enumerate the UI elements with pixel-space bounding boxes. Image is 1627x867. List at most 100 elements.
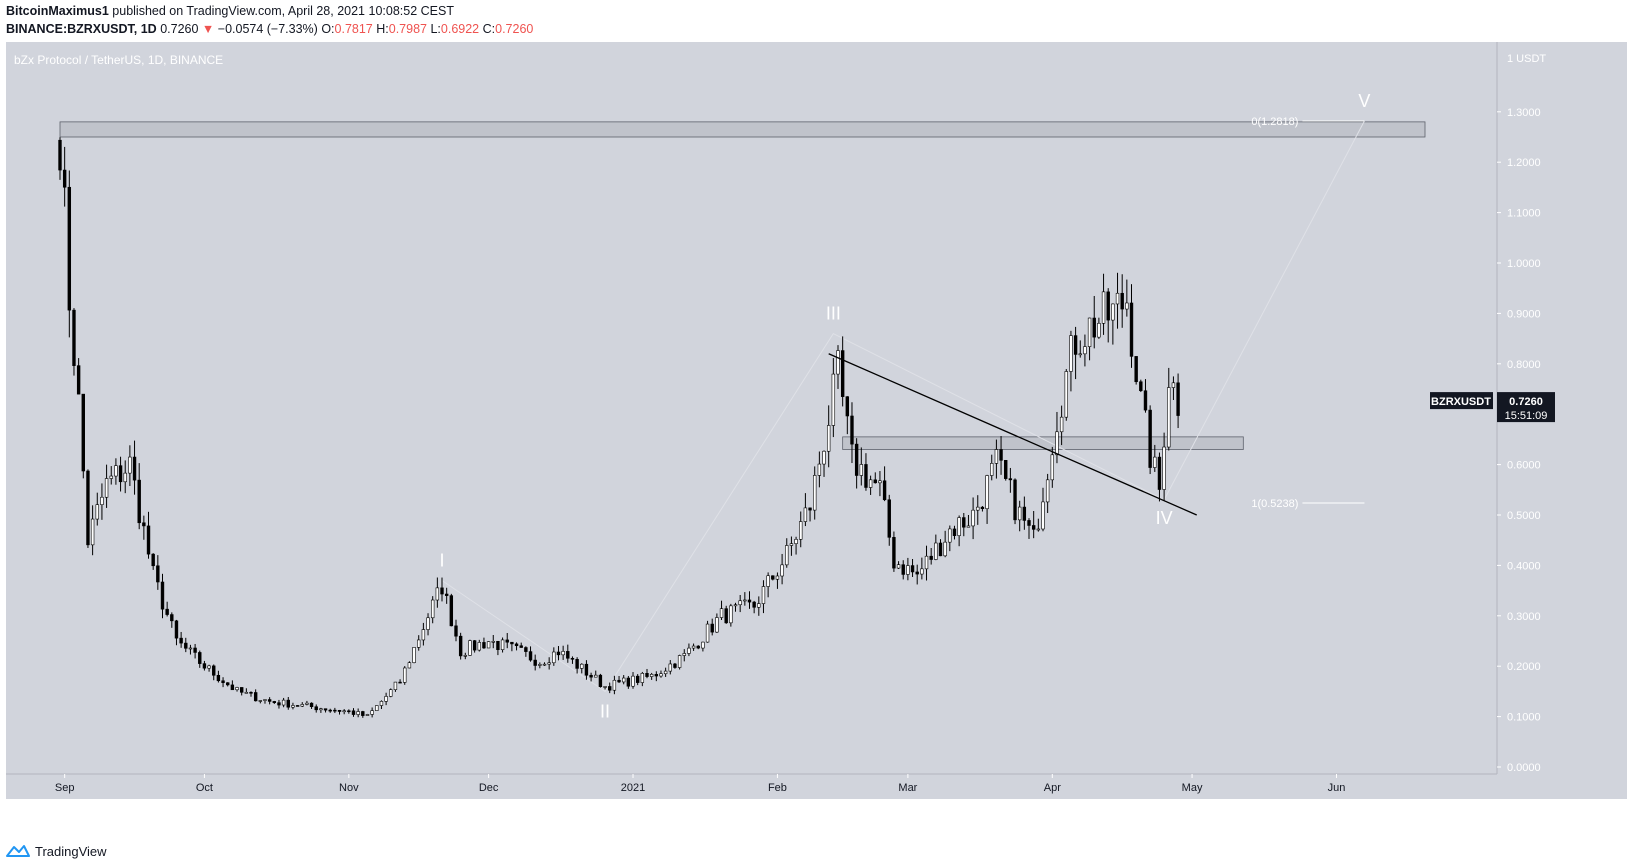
tradingview-logo-icon[interactable] (6, 844, 30, 858)
candle-up (813, 475, 817, 511)
time-tick-label: 2021 (621, 782, 645, 794)
candle-up (878, 480, 882, 484)
candle-up (393, 681, 398, 690)
candle-up (547, 662, 551, 665)
candle-down (62, 169, 67, 188)
candle-up (468, 640, 472, 656)
candle-down (398, 681, 402, 684)
candle-down (198, 652, 202, 664)
candle-up (561, 651, 565, 656)
candle-up (1017, 506, 1022, 521)
price-tick-label: 0.2000 (1507, 661, 1541, 673)
low-label: L: (430, 22, 441, 36)
candle-down (216, 674, 221, 682)
candle-down (1143, 390, 1148, 411)
candle-up (384, 696, 388, 702)
current-price-label: 0.7260 (1509, 396, 1543, 408)
candle-down (654, 674, 659, 677)
candle-down (635, 675, 640, 683)
candle-up (729, 605, 733, 624)
candle-up (1045, 479, 1050, 503)
candle-up (631, 675, 635, 687)
candle-up (542, 663, 547, 666)
candle-down (1157, 456, 1162, 490)
time-tick-label: Apr (1044, 782, 1061, 794)
candle-up (417, 639, 421, 648)
candle-up (486, 641, 491, 649)
candle-down (72, 309, 76, 366)
last-price: 0.7260 (160, 22, 199, 36)
candle-up (780, 564, 784, 577)
candle-up (705, 623, 710, 643)
low-value: 0.6922 (440, 22, 480, 36)
candle-up (1041, 501, 1045, 530)
candle-up (594, 674, 598, 678)
candle-down (156, 565, 160, 583)
candle-down (454, 625, 458, 637)
candle-up (1171, 382, 1176, 388)
candle-up (207, 665, 211, 669)
candle-up (985, 475, 989, 510)
candle-down (151, 553, 155, 567)
candle-down (221, 680, 225, 683)
candle-down (351, 710, 356, 715)
candle-up (994, 449, 999, 464)
wave-label-I: I (440, 551, 445, 571)
candle-up (822, 450, 826, 465)
wave-path-line (441, 120, 1365, 693)
author-name[interactable]: BitcoinMaximus1 (6, 4, 109, 18)
candle-up (114, 465, 118, 477)
candles (58, 137, 1180, 718)
candle-up (319, 708, 323, 711)
publish-text: published on TradingView.com, April 28, … (112, 4, 454, 18)
chart-area[interactable]: 0(1.2818) 1(0.5238) I II III IV V 1 USDT 1.3000… (0, 42, 1627, 832)
candle-up (668, 663, 672, 672)
candle-down (361, 711, 365, 716)
candle-up (948, 528, 952, 543)
price-tick-label: 1.2000 (1507, 157, 1541, 169)
candle-up (859, 464, 863, 476)
current-price-badge (1497, 392, 1555, 423)
price-tick-label: 0.1000 (1507, 712, 1541, 724)
candle-up (1153, 456, 1157, 468)
candle-down (938, 542, 943, 557)
candle-down (212, 665, 216, 676)
candle-down (1031, 525, 1036, 530)
candle-up (789, 543, 794, 546)
candle-down (179, 637, 183, 644)
candle-down (524, 647, 528, 652)
candle-down (323, 708, 328, 711)
candle-up (435, 587, 440, 601)
candle-down (86, 470, 90, 546)
candle-down (1148, 409, 1152, 468)
zone-box-0 (59, 121, 1426, 138)
candle-down (589, 674, 593, 678)
descending-trendline (828, 353, 1197, 516)
candle-down (598, 674, 603, 687)
candle-up (831, 373, 836, 426)
candle-down (295, 705, 300, 707)
price-tick-label: 0.5000 (1507, 510, 1541, 522)
current-symbol-badge (1430, 392, 1493, 410)
time-tick-label: Sep (55, 782, 75, 794)
candle-down (328, 709, 332, 712)
candle-up (817, 463, 822, 476)
footer-brand[interactable]: TradingView (35, 843, 107, 859)
candle-down (170, 614, 174, 622)
candle-down (840, 350, 845, 397)
candle-down (230, 684, 235, 691)
candle-down (910, 565, 915, 573)
candle-up (701, 641, 705, 649)
wave-path (441, 120, 1365, 693)
candle-down (184, 642, 188, 649)
candle-up (123, 472, 127, 483)
current-symbol-label: BZRXUSDT (1431, 396, 1491, 408)
candle-up (552, 651, 556, 664)
candle-down (752, 601, 756, 608)
candle-up (920, 568, 924, 575)
candle-up (719, 608, 724, 618)
candle-down (915, 571, 919, 575)
price-tick-label: 0.0000 (1507, 762, 1541, 774)
candle-down (887, 499, 891, 538)
